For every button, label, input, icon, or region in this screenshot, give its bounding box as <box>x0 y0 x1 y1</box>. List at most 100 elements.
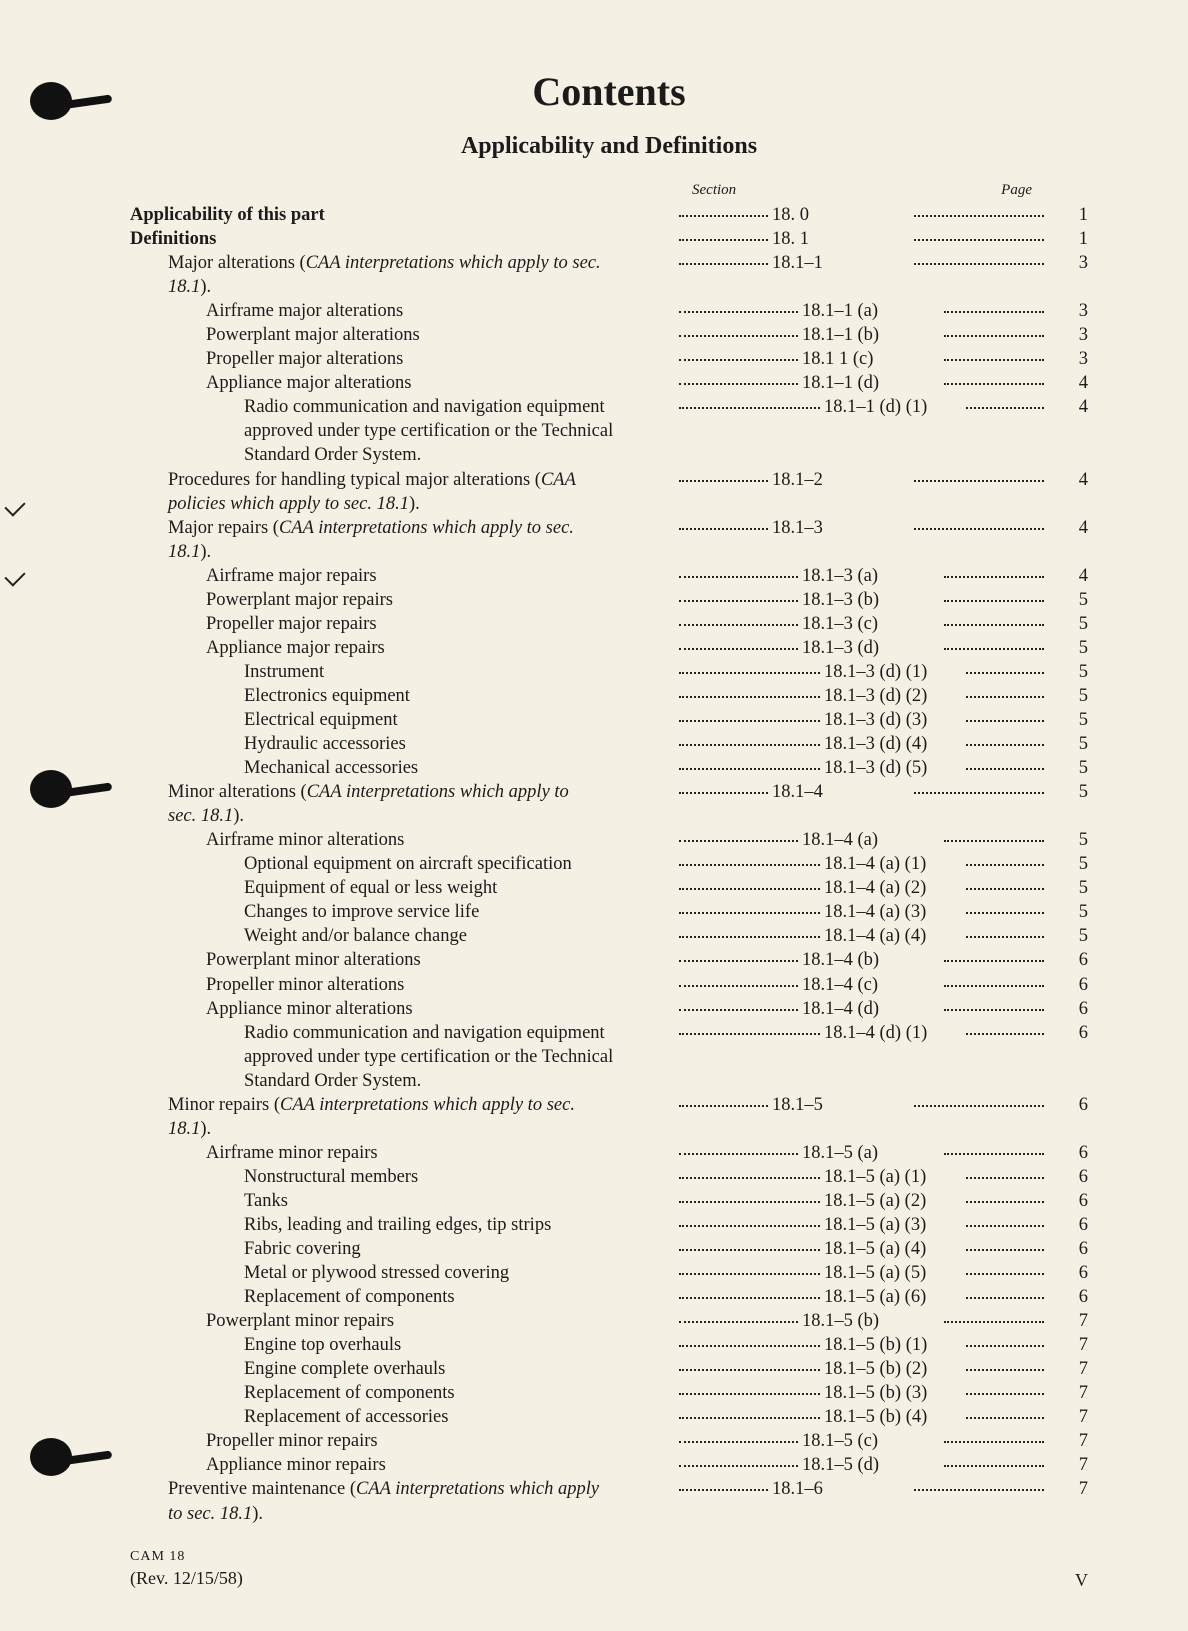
toc-leader <box>679 1333 820 1347</box>
toc-entry-section: 18. 1 <box>772 227 912 251</box>
toc-leader <box>966 732 1044 746</box>
toc-entry-page: 7 <box>1048 1429 1088 1453</box>
toc-entry-section: 18.1–3 (c) <box>802 612 942 636</box>
toc-leader <box>679 1285 820 1299</box>
toc-entry-page: 5 <box>1048 852 1088 876</box>
toc-column-headers: Section Page <box>140 182 1088 199</box>
toc-leader <box>679 828 798 842</box>
toc-row: Powerplant major alterations18.1–1 (b)3 <box>130 323 1088 347</box>
toc-entry-page: 5 <box>1048 732 1088 756</box>
toc-entry-label: Propeller major alterations <box>206 347 403 371</box>
toc-leader <box>966 660 1044 674</box>
toc-entry-label: Replacement of components <box>244 1285 455 1309</box>
footer-rev: (Rev. 12/15/58) <box>130 1566 243 1590</box>
toc-leader <box>679 1405 820 1419</box>
toc-leader <box>944 347 1044 361</box>
toc-entry-label: Engine top overhauls <box>244 1333 401 1357</box>
toc-row: Nonstructural members18.1–5 (a) (1)6 <box>130 1165 1088 1189</box>
toc-entry-page: 6 <box>1048 1213 1088 1237</box>
toc-leader <box>944 828 1044 842</box>
toc-row: Changes to improve service life18.1–4 (a… <box>130 900 1088 924</box>
toc-row: Minor repairs (CAA interpretations which… <box>130 1093 1088 1141</box>
toc-leader <box>914 251 1044 265</box>
toc-entry-label: Electronics equipment <box>244 684 410 708</box>
toc-leader <box>679 636 798 650</box>
toc-entry-page: 4 <box>1048 468 1088 492</box>
toc-entry-page: 5 <box>1048 900 1088 924</box>
toc-entry-section: 18.1–5 (a) (4) <box>824 1237 964 1261</box>
toc-entry-label: Replacement of components <box>244 1381 455 1405</box>
toc-entry-page: 1 <box>1048 203 1088 227</box>
toc-entry-section: 18.1–5 (d) <box>802 1453 942 1477</box>
page-title: Contents <box>130 68 1088 115</box>
toc-leader <box>679 299 798 313</box>
toc-entry-label: Powerplant minor alterations <box>206 948 421 972</box>
toc-entry-section: 18.1–3 (a) <box>802 564 942 588</box>
toc-leader <box>966 1021 1044 1035</box>
toc-entry-label: Applicability of this part <box>130 203 325 227</box>
toc-entry-label: Appliance major repairs <box>206 636 385 660</box>
toc-leader <box>679 1309 798 1323</box>
toc-leader <box>679 1189 820 1203</box>
toc-leader <box>679 347 798 361</box>
toc-entry-label: Minor repairs (CAA interpretations which… <box>168 1093 575 1141</box>
toc-entry-section: 18.1–4 (b) <box>802 948 942 972</box>
toc-leader <box>966 1213 1044 1227</box>
toc-entry-section: 18.1–1 (a) <box>802 299 942 323</box>
toc-entry-label: Nonstructural members <box>244 1165 418 1189</box>
toc-entry-section: 18.1–3 (d) (4) <box>824 732 964 756</box>
toc-entry-section: 18.1–3 (b) <box>802 588 942 612</box>
toc-leader <box>966 1285 1044 1299</box>
toc-row: Minor alterations (CAA interpretations w… <box>130 780 1088 828</box>
toc-entry-section: 18.1–3 (d) (1) <box>824 660 964 684</box>
column-header-page: Page <box>972 182 1032 199</box>
toc-entry-section: 18.1–1 (d) (1) <box>824 395 964 419</box>
toc-entry-label: Definitions <box>130 227 216 251</box>
toc-entry-section: 18.1 1 (c) <box>802 347 942 371</box>
toc-entry-label: Equipment of equal or less weight <box>244 876 497 900</box>
toc-entry-section: 18.1–5 (b) <box>802 1309 942 1333</box>
toc-row: Tanks18.1–5 (a) (2)6 <box>130 1189 1088 1213</box>
toc-entry-section: 18.1–5 (b) (2) <box>824 1357 964 1381</box>
toc-leader <box>966 1405 1044 1419</box>
toc-leader <box>679 227 768 241</box>
toc-entry-label: Major alterations (CAA interpretations w… <box>168 251 601 299</box>
toc-row: Replacement of components18.1–5 (b) (3)7 <box>130 1381 1088 1405</box>
toc-entry-page: 6 <box>1048 1021 1088 1045</box>
toc-leader <box>679 1429 798 1443</box>
toc-leader <box>944 371 1044 385</box>
toc-leader <box>679 1213 820 1227</box>
toc-entry-label: Changes to improve service life <box>244 900 479 924</box>
toc-entry-label: Metal or plywood stressed covering <box>244 1261 509 1285</box>
toc-entry-page: 6 <box>1048 1093 1088 1117</box>
toc-row: Weight and/or balance change18.1–4 (a) (… <box>130 924 1088 948</box>
toc-entry-label: Airframe major alterations <box>206 299 403 323</box>
toc-leader <box>966 900 1044 914</box>
toc-leader <box>679 1237 820 1251</box>
toc-entry-page: 3 <box>1048 323 1088 347</box>
toc-entry-section: 18.1–4 (a) <box>802 828 942 852</box>
toc-entry-page: 7 <box>1048 1405 1088 1429</box>
toc-leader <box>679 203 768 217</box>
margin-mark-icon <box>4 495 25 516</box>
toc-row: Airframe minor repairs18.1–5 (a)6 <box>130 1141 1088 1165</box>
toc-leader <box>966 708 1044 722</box>
toc-leader <box>966 852 1044 866</box>
toc-leader <box>944 612 1044 626</box>
toc-leader <box>679 732 820 746</box>
toc-leader <box>679 395 820 409</box>
toc-leader <box>944 1141 1044 1155</box>
toc-entry-page: 5 <box>1048 828 1088 852</box>
toc-entry-label: Airframe minor repairs <box>206 1141 378 1165</box>
toc-entry-page: 7 <box>1048 1357 1088 1381</box>
toc-list: Applicability of this part18. 01Definiti… <box>130 203 1088 1526</box>
toc-leader <box>679 708 820 722</box>
toc-row: Airframe major repairs18.1–3 (a)4 <box>130 564 1088 588</box>
toc-leader <box>679 660 820 674</box>
toc-leader <box>679 612 798 626</box>
page-footer: CAM 18 (Rev. 12/15/58) V <box>130 1548 1088 1591</box>
toc-row: Optional equipment on aircraft specifica… <box>130 852 1088 876</box>
toc-entry-page: 7 <box>1048 1381 1088 1405</box>
toc-leader <box>679 468 768 482</box>
toc-leader <box>679 588 798 602</box>
